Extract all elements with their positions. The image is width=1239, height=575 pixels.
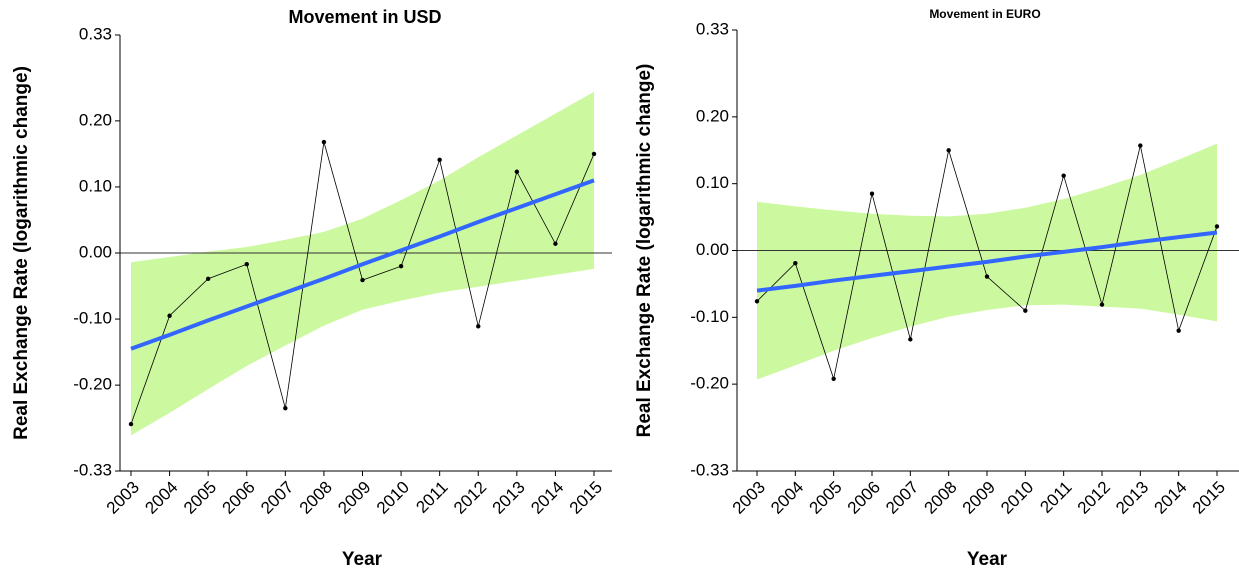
data-point — [1176, 328, 1181, 333]
y-tick-label: -0.33 — [690, 460, 729, 479]
data-point — [244, 262, 249, 267]
y-tick-label: 0.20 — [696, 106, 729, 125]
chart: -0.33-0.20-0.100.000.100.200.33200320042… — [634, 7, 1239, 570]
y-tick-label: 0.00 — [79, 242, 112, 261]
y-tick-label: -0.20 — [73, 375, 112, 394]
x-tick-label: 2007 — [257, 478, 297, 518]
data-point — [205, 276, 211, 281]
data-point — [908, 337, 913, 342]
data-point — [321, 139, 327, 145]
x-tick-label: 2008 — [296, 478, 336, 518]
data-point — [1214, 224, 1220, 229]
y-tick-label: 0.33 — [79, 24, 112, 43]
x-tick-label: 2006 — [219, 478, 259, 518]
y-tick-label: 0.00 — [696, 240, 729, 259]
x-tick-label: 2014 — [527, 478, 567, 518]
data-point — [476, 324, 481, 329]
x-tick-label: 2010 — [997, 478, 1037, 518]
y-tick-label: -0.20 — [690, 374, 729, 393]
data-point — [553, 241, 558, 246]
x-tick-label: 2003 — [103, 478, 143, 518]
data-point — [1138, 143, 1143, 148]
x-tick-label: 2013 — [489, 478, 529, 518]
fit-line — [130, 178, 595, 351]
chart-title: Movement in EURO — [929, 7, 1040, 21]
x-tick-label: 2011 — [412, 478, 451, 517]
data-point — [283, 406, 288, 411]
x-axis-title: Year — [967, 549, 1008, 570]
x-tick-label: 2009 — [334, 478, 374, 518]
data-point — [754, 299, 760, 304]
x-tick-label: 2015 — [1189, 478, 1229, 518]
data-point — [1061, 173, 1066, 178]
x-tick-label: 2014 — [1150, 478, 1190, 518]
x-tick-label: 2012 — [1074, 478, 1114, 518]
data-point — [514, 169, 520, 174]
x-tick-label: 2007 — [882, 478, 922, 518]
data-point — [398, 264, 404, 269]
y-tick-label: 0.20 — [79, 110, 112, 129]
x-tick-label: 2015 — [566, 478, 606, 518]
fit-line — [756, 230, 1218, 293]
y-axis-title: Real Exchange Rate (logarithmic change) — [634, 64, 655, 438]
data-point — [591, 151, 597, 157]
y-tick-label: -0.33 — [73, 460, 112, 479]
x-tick-label: 2005 — [805, 478, 845, 518]
data-point — [946, 148, 951, 153]
data-point — [984, 274, 990, 279]
x-tick-label: 2011 — [1036, 478, 1075, 517]
chart-title: Movement in USD — [288, 7, 441, 27]
chart: -0.33-0.20-0.100.000.100.200.33200320042… — [11, 7, 612, 570]
x-tick-label: 2009 — [959, 478, 999, 518]
data-point — [1099, 302, 1105, 307]
data-point — [793, 260, 798, 266]
y-tick-label: 0.33 — [696, 19, 729, 38]
data-point — [128, 421, 134, 427]
y-tick-label: 0.10 — [696, 173, 729, 192]
x-tick-label: 2008 — [920, 478, 960, 518]
x-tick-label: 2004 — [767, 478, 807, 518]
x-tick-label: 2006 — [844, 478, 884, 518]
x-tick-label: 2003 — [729, 478, 769, 518]
x-tick-label: 2010 — [373, 478, 413, 518]
data-point — [360, 277, 365, 283]
y-axis-title: Real Exchange Rate (logarithmic change) — [11, 66, 32, 440]
data-point — [869, 191, 875, 196]
data-point — [831, 376, 836, 381]
data-point — [437, 157, 442, 163]
y-tick-label: -0.10 — [73, 309, 112, 328]
data-point — [167, 313, 172, 318]
x-axis-title: Year — [342, 549, 383, 570]
y-tick-label: -0.10 — [690, 307, 729, 326]
x-tick-label: 2012 — [450, 478, 490, 518]
x-tick-label: 2013 — [1112, 478, 1152, 518]
data-point — [1023, 308, 1028, 313]
y-tick-label: 0.10 — [79, 176, 112, 195]
x-tick-label: 2005 — [180, 478, 220, 518]
x-tick-label: 2004 — [141, 478, 181, 518]
